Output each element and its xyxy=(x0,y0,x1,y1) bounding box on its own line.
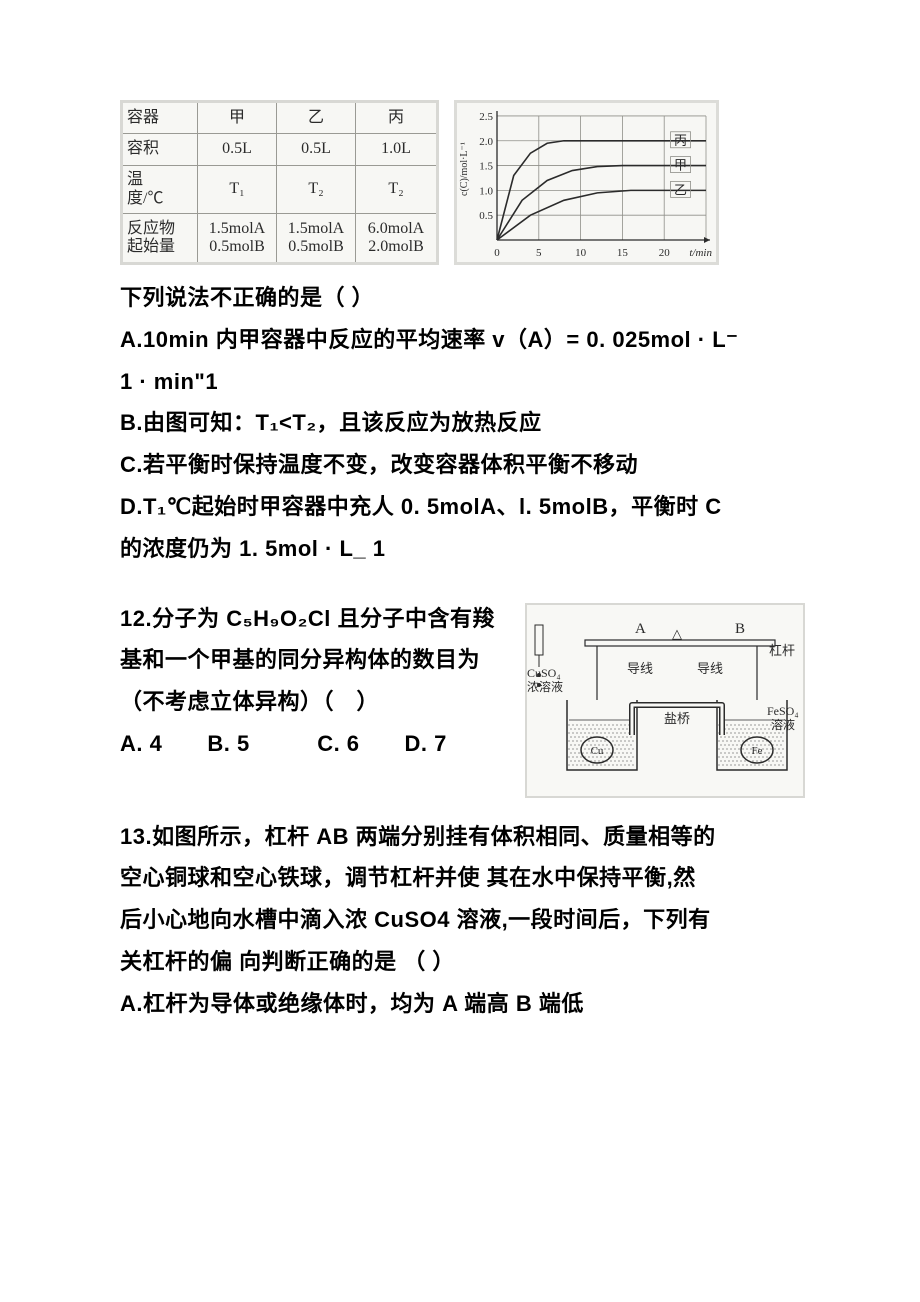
q11-stem: 下列说法不正确的是（ ） xyxy=(120,277,805,319)
table-cell: 温 度/℃ xyxy=(122,165,198,214)
table-cell: 1.0L xyxy=(356,134,438,165)
lever-apparatus-diagram: △ A B 导线 导线 杠杆 Cu Fe 盐桥 CuSO₄浓溶液 FeSO₄溶液 xyxy=(525,603,805,798)
svg-text:溶液: 溶液 xyxy=(771,717,795,732)
q13-line1: 13.如图所示，杠杆 AB 两端分别挂有体积相同、质量相等的 xyxy=(120,816,805,858)
svg-text:Cu: Cu xyxy=(591,745,604,757)
svg-text:0.5: 0.5 xyxy=(479,210,493,222)
svg-text:△: △ xyxy=(672,626,682,641)
svg-text:1.5: 1.5 xyxy=(479,161,493,173)
table-cell: 0.5L xyxy=(198,134,277,165)
q11-option-a-line2: 1 · min"1 xyxy=(120,361,805,403)
q11-option-d-line1: D.T₁℃起始时甲容器中充人 0. 5molA、l. 5molB，平衡时 C xyxy=(120,486,805,528)
table-cell: 甲 xyxy=(198,102,277,134)
svg-text:A: A xyxy=(635,621,646,637)
table-cell: 丙 xyxy=(356,102,438,134)
svg-text:2.5: 2.5 xyxy=(479,111,493,123)
q12-line2: 基和一个甲基的同分异构体的数目为 xyxy=(120,639,515,681)
q13-line3: 后小心地向水槽中滴入浓 CuSO4 溶液,一段时间后，下列有 xyxy=(120,899,805,941)
q11-option-c: C.若平衡时保持温度不变，改变容器体积平衡不移动 xyxy=(120,444,805,486)
concentration-graph: 0 5 10 15 20 0.5 1.0 1.5 2.0 2.5 丙甲乙 t/min c(C)/mol·… xyxy=(454,100,719,265)
q13-option-a: A.杠杆为导体或绝缘体时，均为 A 端高 B 端低 xyxy=(120,983,805,1025)
diagram-svg: △ A B 导线 导线 杠杆 Cu Fe 盐桥 CuSO₄浓溶液 FeSO₄溶液 xyxy=(527,605,803,796)
svg-text:2.0: 2.0 xyxy=(479,136,493,148)
svg-text:丙: 丙 xyxy=(674,133,687,148)
table-cell: 6.0molA 2.0molB xyxy=(356,214,438,264)
q12-options: A. 4 B. 5 C. 6 D. 7 xyxy=(120,723,515,765)
q11-option-d-line2: 的浓度仍为 1. 5mol · L_ 1 xyxy=(120,528,805,570)
q13-line2: 空心铜球和空心铁球，调节杠杆并使 其在水中保持平衡,然 xyxy=(120,857,805,899)
svg-text:20: 20 xyxy=(659,247,671,259)
q12-line1: 12.分子为 C₅H₉O₂Cl 且分子中含有羧 xyxy=(120,598,515,640)
svg-text:c(C)/mol·L⁻¹: c(C)/mol·L⁻¹ xyxy=(459,142,470,196)
svg-text:Fe: Fe xyxy=(752,745,763,757)
q11-option-b: B.由图可知：T₁<T₂，且该反应为放热反应 xyxy=(120,402,805,444)
svg-text:导线: 导线 xyxy=(627,661,653,676)
svg-text:浓溶液: 浓溶液 xyxy=(527,679,563,694)
table-cell: 反应物 起始量 xyxy=(122,214,198,264)
table-cell: T₂ xyxy=(356,165,438,214)
svg-text:5: 5 xyxy=(536,247,542,259)
svg-text:10: 10 xyxy=(575,247,587,259)
svg-text:15: 15 xyxy=(617,247,629,259)
table-cell: 容积 xyxy=(122,134,198,165)
table-cell: 0.5L xyxy=(277,134,356,165)
svg-text:甲: 甲 xyxy=(674,158,687,173)
svg-text:导线: 导线 xyxy=(697,661,723,676)
table-cell: T₁ xyxy=(198,165,277,214)
svg-text:FeSO₄: FeSO₄ xyxy=(767,704,799,718)
q13-line4: 关杠杆的偏 向判断正确的是 （ ） xyxy=(120,941,805,983)
svg-text:B: B xyxy=(735,621,745,637)
q11-option-a-line1: A.10min 内甲容器中反应的平均速率 v（A）= 0. 025mol · L… xyxy=(120,319,805,361)
svg-text:1.0: 1.0 xyxy=(479,185,493,197)
svg-text:乙: 乙 xyxy=(674,182,687,197)
table-cell: 1.5molA 0.5molB xyxy=(198,214,277,264)
table-cell: T₂ xyxy=(277,165,356,214)
svg-text:CuSO₄: CuSO₄ xyxy=(527,666,561,680)
svg-text:0: 0 xyxy=(494,247,500,259)
table-cell: 1.5molA 0.5molB xyxy=(277,214,356,264)
table-cell: 乙 xyxy=(277,102,356,134)
q12-line3: （不考虑立体异构）（ ） xyxy=(120,681,515,723)
svg-text:t/min: t/min xyxy=(689,247,712,259)
table-cell: 容器 xyxy=(122,102,198,134)
graph-svg: 0 5 10 15 20 0.5 1.0 1.5 2.0 2.5 丙甲乙 t/min c(C)/mol·… xyxy=(457,103,716,262)
conditions-table: 容器甲乙丙容积0.5L0.5L1.0L温 度/℃T₁T₂T₂反应物 起始量1.5… xyxy=(120,100,439,265)
svg-text:杠杆: 杠杆 xyxy=(769,643,795,658)
svg-text:盐桥: 盐桥 xyxy=(664,711,690,726)
